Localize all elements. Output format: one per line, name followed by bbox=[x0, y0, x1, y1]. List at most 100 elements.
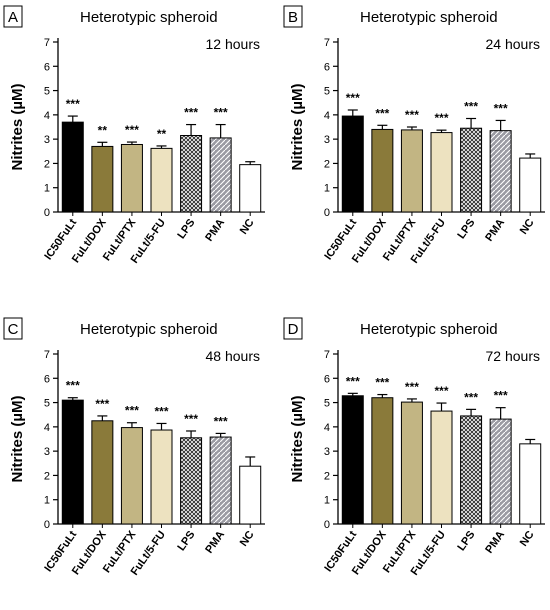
y-tick-label: 5 bbox=[324, 86, 330, 98]
significance-label: *** bbox=[125, 123, 139, 137]
significance-label: *** bbox=[405, 380, 419, 394]
panel-label: A bbox=[8, 9, 18, 26]
y-tick-label: 0 bbox=[44, 207, 50, 219]
significance-label: *** bbox=[464, 100, 478, 114]
y-tick-label: 3 bbox=[324, 134, 330, 146]
y-tick-label: 5 bbox=[44, 398, 50, 410]
significance-label: *** bbox=[434, 384, 448, 398]
y-tick-label: 6 bbox=[44, 61, 50, 73]
bar-4 bbox=[150, 429, 173, 525]
chart-title: Heterotypic spheroid bbox=[360, 321, 498, 338]
y-tick-label: 2 bbox=[44, 158, 50, 170]
y-tick-label: 2 bbox=[324, 470, 330, 482]
bar-6 bbox=[209, 137, 232, 213]
bar-7 bbox=[519, 443, 542, 525]
x-tick-label: NC bbox=[518, 217, 537, 237]
chart-panel-c: C Heterotypic spheroid 48 hours Nitrites (µ… bbox=[3, 317, 265, 578]
bar-5 bbox=[180, 437, 203, 525]
bar-1 bbox=[61, 399, 84, 525]
chart-panel-d: D Heterotypic spheroid 72 hours Nitrites (µ… bbox=[283, 317, 545, 578]
panel-label-box bbox=[283, 5, 303, 28]
y-tick-label: 3 bbox=[324, 446, 330, 458]
panel-label-box bbox=[283, 317, 303, 340]
bar-6 bbox=[489, 418, 512, 525]
x-tick-label: NC bbox=[238, 217, 257, 237]
x-tick-label: PMA bbox=[203, 217, 227, 244]
significance-label: ** bbox=[157, 127, 167, 141]
x-tick-label: LPS bbox=[455, 529, 477, 553]
y-tick-label: 6 bbox=[324, 373, 330, 385]
chart-subtitle: 48 hours bbox=[206, 348, 260, 364]
y-tick-label: 7 bbox=[44, 349, 50, 361]
significance-label: *** bbox=[405, 108, 419, 122]
significance-label: *** bbox=[66, 97, 80, 111]
significance-label: *** bbox=[375, 106, 389, 120]
panel-label: C bbox=[8, 321, 19, 338]
significance-label: *** bbox=[464, 390, 478, 404]
bar-7 bbox=[519, 157, 542, 213]
bar-2 bbox=[371, 397, 394, 525]
bar-7 bbox=[239, 164, 262, 213]
x-tick-label: PMA bbox=[203, 529, 227, 556]
significance-label: *** bbox=[214, 414, 228, 428]
panel-label: D bbox=[288, 321, 299, 338]
y-tick-label: 5 bbox=[44, 86, 50, 98]
significance-label: *** bbox=[346, 91, 360, 105]
panel-label-box bbox=[3, 317, 23, 340]
chart-subtitle: 24 hours bbox=[486, 36, 540, 52]
significance-label: *** bbox=[494, 389, 508, 403]
bar-3 bbox=[120, 427, 143, 525]
significance-label: *** bbox=[125, 404, 139, 418]
y-tick-label: 6 bbox=[324, 61, 330, 73]
bar-3 bbox=[400, 401, 423, 525]
panel-label-box bbox=[3, 5, 23, 28]
y-tick-label: 4 bbox=[44, 422, 50, 434]
y-tick-label: 2 bbox=[324, 158, 330, 170]
y-tick-label: 1 bbox=[324, 183, 330, 195]
bar-4 bbox=[150, 147, 173, 213]
y-tick-label: 6 bbox=[44, 373, 50, 385]
y-tick-label: 0 bbox=[324, 207, 330, 219]
y-tick-label: 0 bbox=[44, 519, 50, 531]
y-tick-label: 7 bbox=[324, 349, 330, 361]
y-tick-label: 7 bbox=[44, 37, 50, 49]
y-tick-label: 4 bbox=[44, 110, 50, 122]
significance-label: *** bbox=[95, 397, 109, 411]
x-tick-label: NC bbox=[238, 529, 257, 549]
bar-6 bbox=[209, 436, 232, 525]
chart-panel-b: B Heterotypic spheroid 24 hours Nitrites (µ… bbox=[283, 5, 545, 266]
bar-2 bbox=[91, 145, 114, 213]
chart-title: Heterotypic spheroid bbox=[80, 9, 218, 26]
significance-label: *** bbox=[66, 379, 80, 393]
x-tick-label: NC bbox=[518, 529, 537, 549]
y-axis-label: Nitrites (µM) bbox=[289, 396, 306, 483]
bar-2 bbox=[91, 420, 114, 525]
bar-4 bbox=[430, 132, 453, 213]
y-tick-label: 1 bbox=[324, 495, 330, 507]
y-tick-label: 4 bbox=[324, 110, 330, 122]
y-tick-label: 1 bbox=[44, 183, 50, 195]
bar-1 bbox=[61, 121, 84, 213]
significance-label: *** bbox=[184, 412, 198, 426]
chart-subtitle: 12 hours bbox=[206, 36, 260, 52]
y-tick-label: 5 bbox=[324, 398, 330, 410]
bar-5 bbox=[180, 135, 203, 213]
bar-3 bbox=[120, 143, 143, 213]
bar-5 bbox=[460, 415, 483, 525]
bar-2 bbox=[371, 128, 394, 213]
y-axis-label: Nitrites (µM) bbox=[9, 396, 26, 483]
significance-label: *** bbox=[494, 101, 508, 115]
chart-subtitle: 72 hours bbox=[486, 348, 540, 364]
bar-7 bbox=[239, 465, 262, 525]
panel-label: B bbox=[288, 9, 298, 26]
y-tick-label: 3 bbox=[44, 134, 50, 146]
significance-label: *** bbox=[346, 374, 360, 388]
bar-5 bbox=[460, 127, 483, 213]
bar-1 bbox=[341, 115, 364, 213]
x-tick-label: PMA bbox=[483, 217, 507, 244]
y-axis-label: Nitrites (µM) bbox=[289, 84, 306, 171]
significance-label: *** bbox=[154, 404, 168, 418]
significance-label: *** bbox=[184, 106, 198, 120]
bar-6 bbox=[489, 130, 512, 213]
